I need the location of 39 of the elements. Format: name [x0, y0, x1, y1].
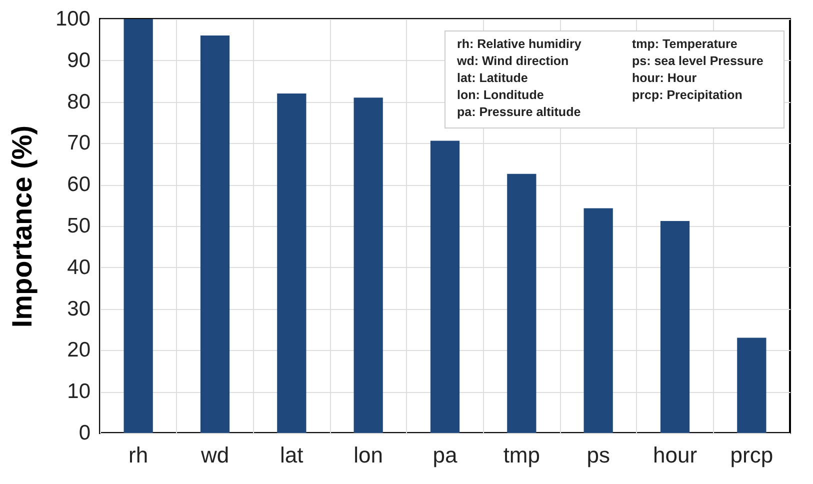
annotation: tmp: Temperature: [632, 37, 738, 51]
y-tick-label: 0: [78, 422, 90, 444]
annotation: lat: Latitude: [457, 71, 528, 85]
x-tick-label: lon: [354, 442, 384, 468]
x-tick-label: wd: [200, 442, 230, 468]
bar: [507, 174, 536, 433]
bar: [200, 36, 230, 433]
annotation: pa: Pressure altitude: [457, 105, 581, 119]
annotation: lon: Londitude: [457, 88, 544, 102]
y-tick-label: 30: [67, 297, 90, 320]
y-tick-label: 60: [67, 173, 90, 196]
annotation: prcp: Precipitation: [632, 88, 742, 102]
x-tick-label: hour: [652, 442, 698, 468]
y-axis-title: Importance (%): [6, 125, 38, 328]
bar: [737, 338, 766, 433]
y-tick-label: 20: [67, 338, 90, 362]
y-tick-label: 50: [67, 214, 90, 238]
bar: [430, 140, 460, 433]
x-tick-label: rh: [128, 442, 148, 468]
x-tick-label: ps: [586, 442, 610, 468]
bar: [660, 221, 690, 433]
x-tick-label: pa: [432, 442, 458, 468]
y-tick-label: 40: [67, 256, 90, 279]
x-tick-label: lat: [280, 442, 304, 468]
annotation: hour: Hour: [632, 71, 697, 85]
annotation: ps: sea level Pressure: [632, 54, 764, 68]
annotation: rh: Relative humidiry: [457, 37, 582, 51]
bar: [277, 94, 306, 433]
x-tick-label: prcp: [730, 442, 774, 468]
bar: [124, 19, 153, 433]
y-tick-label: 90: [67, 48, 90, 72]
x-tick-label: tmp: [503, 442, 540, 468]
y-tick-label: 100: [55, 8, 90, 30]
annotation: wd: Wind direction: [456, 54, 569, 68]
bar: [354, 98, 383, 433]
y-tick-label: 70: [67, 132, 90, 155]
bar: [584, 208, 613, 433]
y-tick-label: 10: [67, 380, 90, 404]
y-tick-label: 80: [67, 90, 90, 114]
